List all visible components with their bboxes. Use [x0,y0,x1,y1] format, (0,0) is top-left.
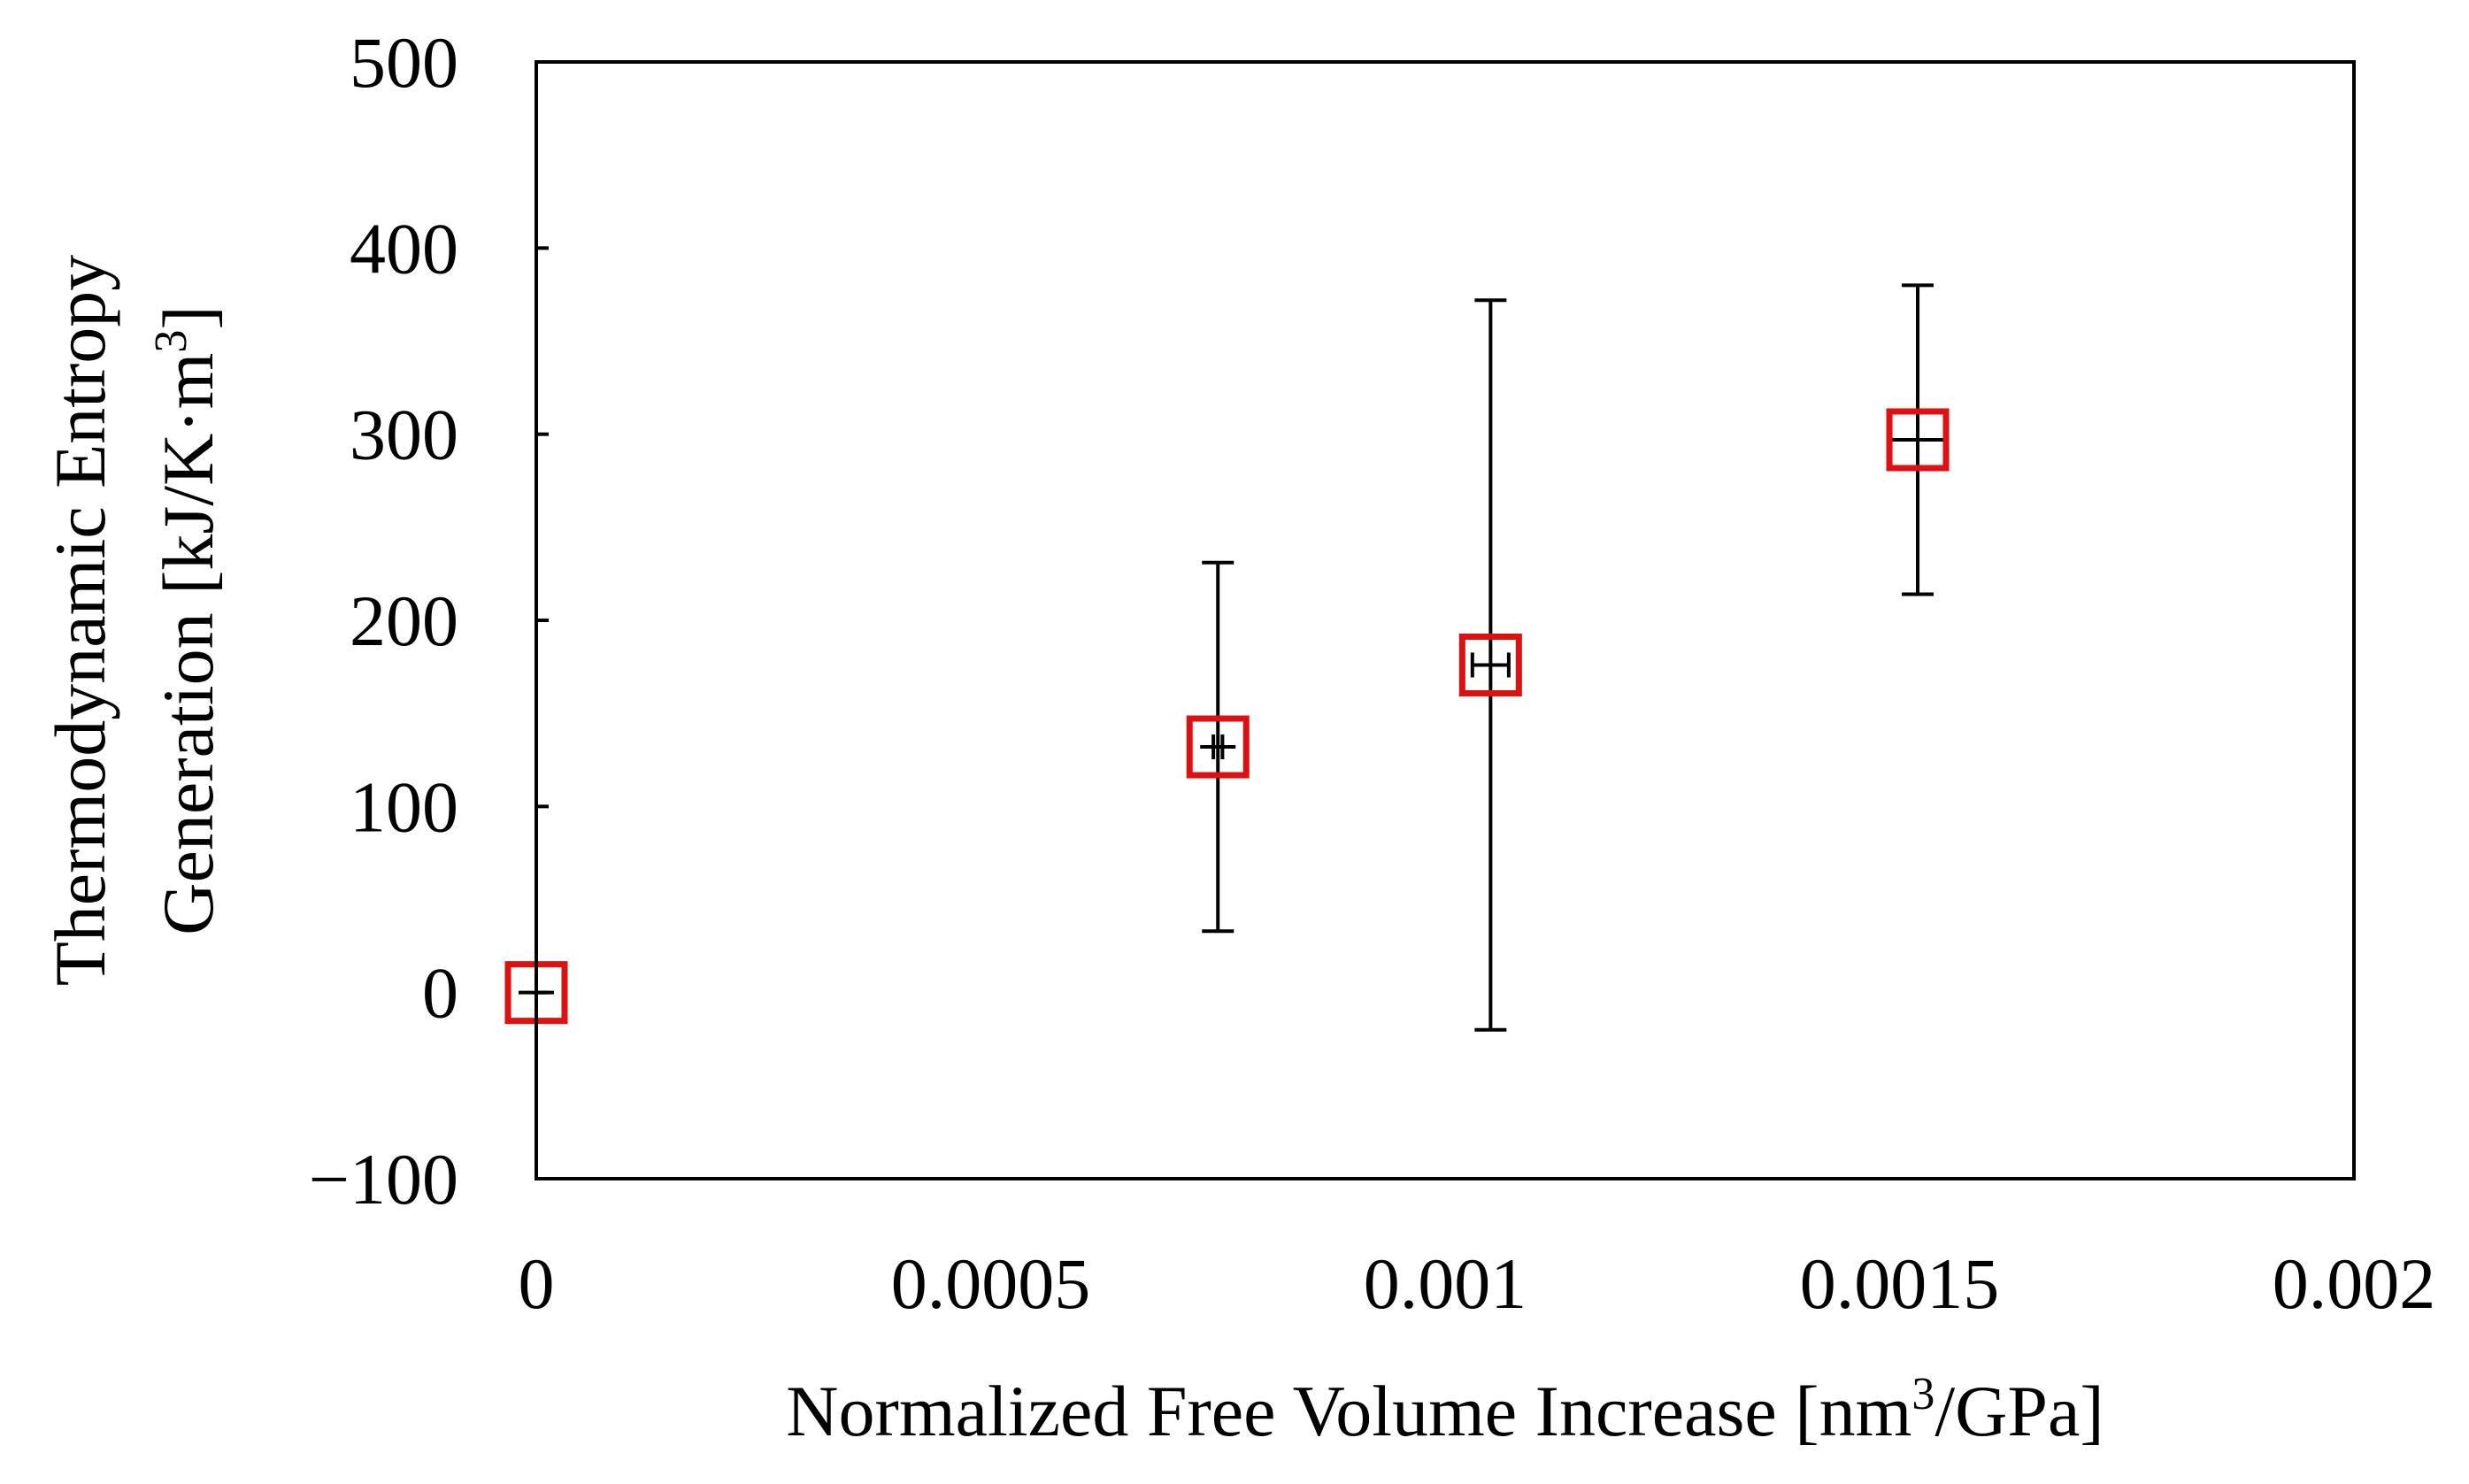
data-point-marker [1458,633,1522,696]
axis-ticks [536,60,549,1180]
y-axis-title-line2: Generation [kJ/K·m3] [146,305,228,934]
y-tick-label: 100 [350,766,458,847]
y-tick-label: 400 [350,208,458,288]
x-tick-labels: 0 0.0005 0.001 0.0015 0.002 [519,1243,2436,1324]
y-tick-label: 200 [350,581,458,661]
error-bars [519,283,1947,1032]
x-tick-label: 0 [519,1243,555,1324]
y-axis-title-line1-group: Thermodynamic Entropy [40,255,120,987]
x-tick-label: 0.002 [2273,1243,2436,1324]
y-tick-labels: −100 0 100 200 300 400 500 [309,22,458,1219]
data-point-marker [1186,715,1250,779]
x-tick-label: 0.0005 [891,1243,1091,1324]
data-point-marker [1886,408,1950,472]
y-axis-title-line2-group: Generation [kJ/K·m3] [146,305,228,934]
y-axis-title-line1: Thermodynamic Entropy [40,255,120,987]
y-tick-label: 300 [350,395,458,475]
y-tick-label: 500 [350,22,458,103]
y-tick-label: −100 [309,1139,458,1219]
x-tick-label: 0.0015 [1800,1243,2000,1324]
plot-frame [535,60,2356,1180]
y-tick-label: 0 [422,953,458,1034]
x-axis-title: Normalized Free Volume Increase [nm3/GPa… [786,1369,2104,1451]
x-tick-label: 0.001 [1364,1243,1527,1324]
